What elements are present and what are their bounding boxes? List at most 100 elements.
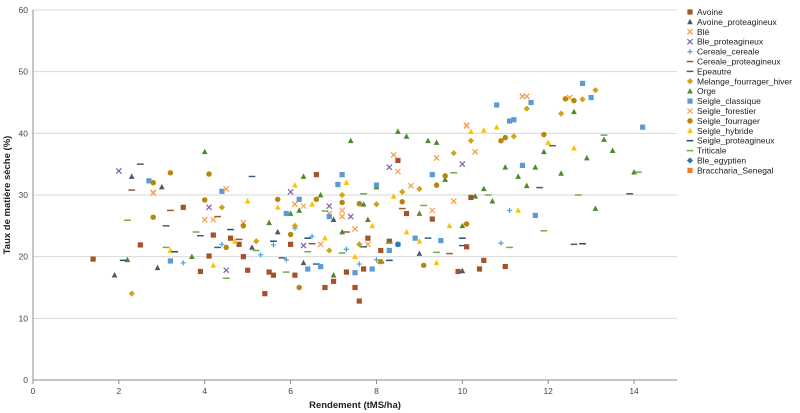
- data-point: [429, 216, 435, 222]
- data-point: [223, 267, 230, 274]
- y-tick-label: 40: [19, 128, 29, 138]
- legend-label: Seigle_classique: [697, 96, 761, 106]
- y-tick-label: 10: [19, 313, 29, 323]
- data-point: [571, 145, 577, 151]
- data-point: [300, 173, 307, 179]
- data-point: [253, 238, 260, 245]
- data-point: [489, 198, 496, 204]
- data-point: [206, 204, 213, 211]
- data-point: [339, 191, 346, 199]
- legend-label: Seigle_forestier: [697, 106, 756, 116]
- data-point: [463, 122, 470, 129]
- data-point: [197, 268, 204, 275]
- legend-marker: [686, 28, 694, 35]
- data-point: [450, 149, 457, 157]
- legend-label: Ble_proteagineux: [697, 37, 764, 47]
- data-point: [588, 94, 594, 101]
- data-point: [292, 182, 298, 188]
- data-point: [480, 127, 487, 133]
- data-point: [386, 247, 392, 254]
- data-point: [291, 222, 299, 229]
- data-point: [515, 173, 522, 179]
- data-point: [480, 185, 487, 192]
- data-point: [399, 188, 406, 196]
- data-point: [296, 196, 302, 202]
- data-point: [571, 97, 577, 104]
- data-point: [287, 231, 294, 238]
- legend-marker: [687, 49, 693, 55]
- y-tick-label: 20: [19, 252, 29, 262]
- data-point: [403, 133, 410, 139]
- y-tick-label: 60: [19, 5, 29, 15]
- data-point: [180, 260, 186, 266]
- data-point: [420, 262, 427, 269]
- data-point: [128, 173, 135, 179]
- x-tick-label: 14: [629, 386, 639, 396]
- data-point: [300, 242, 307, 249]
- data-point: [154, 264, 161, 271]
- data-point: [245, 267, 251, 273]
- data-point: [523, 105, 530, 112]
- data-point: [592, 205, 599, 211]
- data-point: [429, 207, 436, 214]
- data-point: [395, 157, 401, 164]
- data-point: [459, 222, 466, 229]
- data-point: [438, 238, 444, 244]
- x-tick-label: 2: [116, 386, 121, 396]
- data-point: [343, 269, 350, 275]
- data-point: [442, 173, 448, 179]
- data-point: [146, 178, 152, 184]
- legend-label: Cereale_cereale: [697, 47, 760, 57]
- data-point: [90, 256, 96, 262]
- data-point: [356, 298, 362, 304]
- data-point: [326, 203, 333, 210]
- legend-label: Blé: [697, 27, 710, 37]
- data-point: [472, 193, 479, 199]
- x-tick-label: 4: [202, 386, 207, 396]
- legend-label: Seigle_proteagineux: [697, 136, 775, 146]
- legend-label: Orge: [697, 86, 716, 96]
- data-point: [351, 225, 359, 232]
- data-point: [206, 171, 212, 177]
- data-point: [558, 170, 564, 176]
- legend-label: Triticale: [697, 146, 727, 156]
- data-point: [571, 108, 577, 115]
- data-point: [296, 284, 302, 291]
- data-point: [394, 241, 402, 248]
- data-point: [365, 235, 371, 241]
- data-point: [219, 188, 225, 194]
- data-point: [300, 259, 307, 266]
- data-point: [266, 219, 272, 226]
- data-point: [523, 182, 530, 189]
- data-point: [481, 257, 487, 263]
- data-point: [403, 210, 410, 217]
- data-point: [502, 263, 508, 270]
- data-point: [218, 204, 226, 211]
- data-point: [455, 268, 461, 275]
- data-point: [343, 179, 350, 186]
- data-point: [309, 201, 315, 207]
- data-point: [545, 139, 552, 145]
- data-point: [360, 201, 367, 207]
- legend-marker: [686, 107, 694, 115]
- data-point: [515, 207, 522, 213]
- data-point: [369, 266, 375, 272]
- data-point: [442, 176, 449, 182]
- data-point: [352, 270, 358, 276]
- legend-marker: [687, 18, 693, 25]
- data-point: [511, 117, 517, 123]
- data-point: [339, 213, 346, 220]
- data-point: [356, 261, 362, 267]
- data-point: [394, 168, 401, 175]
- data-point: [330, 272, 337, 278]
- data-point: [313, 196, 320, 203]
- data-point: [467, 137, 475, 144]
- data-point: [429, 172, 435, 178]
- data-point: [240, 223, 247, 229]
- data-point: [343, 246, 350, 252]
- legend-marker: [686, 38, 694, 45]
- data-point: [390, 151, 397, 158]
- data-point: [425, 137, 431, 144]
- data-point: [378, 258, 384, 265]
